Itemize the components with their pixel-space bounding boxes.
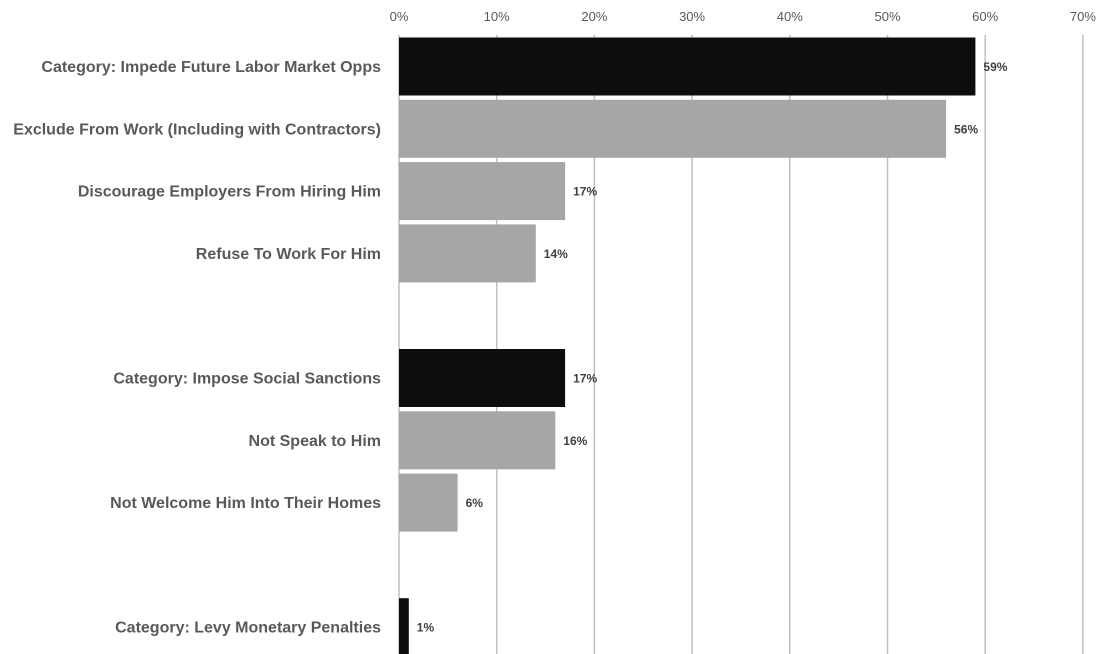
x-tick-label-30: 30%: [679, 9, 705, 24]
data-labels: 59% 56% 17% 14% 17% 16% 6% 1%: [417, 60, 1008, 635]
bar-1: [399, 99, 947, 158]
data-label-4: 17%: [573, 372, 597, 386]
category-label-4: Category: Impose Social Sanctions: [113, 371, 381, 388]
category-label-0: Category: Impede Future Labor Market Opp…: [41, 59, 381, 76]
category-label-5: Not Speak to Him: [249, 433, 381, 450]
bar-3: [399, 224, 536, 283]
x-tick-label-60: 60%: [972, 9, 998, 24]
category-label-2: Discourage Employers From Hiring Him: [78, 184, 381, 201]
x-tick-label-10: 10%: [484, 9, 510, 24]
category-label-3: Refuse To Work For Him: [196, 246, 381, 263]
bar-6: [399, 473, 458, 532]
bar-4: [399, 349, 566, 407]
data-label-6: 6%: [466, 496, 484, 510]
data-label-1: 56%: [954, 122, 978, 136]
data-label-3: 14%: [544, 247, 568, 261]
x-tick-label-0: 0%: [390, 9, 409, 24]
data-label-5: 16%: [563, 434, 587, 448]
bar-2: [399, 162, 566, 221]
bars: [399, 37, 976, 654]
data-label-0: 59%: [983, 60, 1007, 74]
category-label-6: Not Welcome Him Into Their Homes: [110, 495, 381, 512]
category-labels: Category: Impede Future Labor Market Opp…: [13, 59, 381, 637]
bar-7: [399, 598, 409, 654]
x-axis-ticks: 0% 10% 20% 30% 40% 50% 60% 70%: [390, 9, 1097, 24]
data-label-2: 17%: [573, 185, 597, 199]
category-label-7: Category: Levy Monetary Penalties: [115, 620, 381, 637]
x-tick-label-70: 70%: [1070, 9, 1096, 24]
bar-5: [399, 411, 556, 470]
x-tick-label-20: 20%: [581, 9, 607, 24]
x-tick-label-40: 40%: [777, 9, 803, 24]
bar-0: [399, 37, 976, 96]
x-tick-label-50: 50%: [874, 9, 900, 24]
category-label-1: Exclude From Work (Including with Contra…: [13, 121, 381, 138]
data-label-7: 1%: [417, 621, 435, 635]
